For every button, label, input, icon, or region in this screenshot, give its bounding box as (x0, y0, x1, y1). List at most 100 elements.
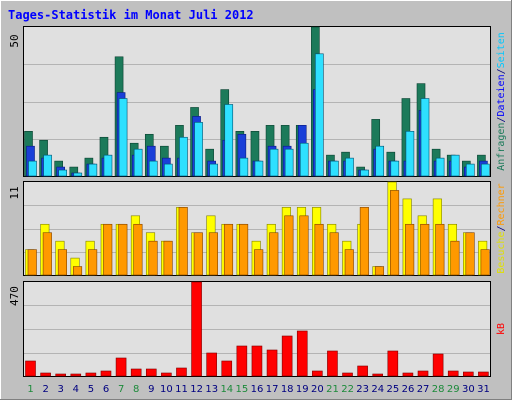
bar-kb-3 (55, 373, 66, 377)
bar-rechner-3 (57, 249, 67, 276)
bar-kb-9 (145, 368, 157, 377)
bar-seiten-29 (450, 154, 460, 177)
bar-seiten-12 (194, 122, 203, 177)
x-tick-label: 29 (447, 384, 460, 395)
panel-2: 11 Besuche/Rechner (8, 181, 507, 276)
bar-rechner-21 (329, 232, 339, 276)
legend-entry: Seiten (496, 32, 507, 68)
bar-rechner-2 (42, 232, 52, 276)
x-tick-label: 15 (236, 384, 249, 395)
x-tick-label: 31 (477, 384, 490, 395)
bar-rechner-10 (163, 240, 173, 276)
bar-rechner-4 (72, 266, 83, 276)
plot-border-3 (23, 281, 491, 377)
bar-kb-27 (417, 370, 429, 377)
bar-rechner-6 (103, 223, 113, 276)
x-tick-label: 13 (205, 384, 218, 395)
bar-rechner-31 (480, 249, 490, 276)
panel-3: 470 kB (8, 281, 507, 377)
bar-seiten-19 (299, 142, 309, 177)
bar-seiten-17 (269, 148, 279, 177)
x-tick-label: 16 (251, 384, 264, 395)
bar-kb-13 (206, 352, 217, 377)
legend-entry: Anfragen (496, 123, 507, 171)
legend-entry: / (496, 68, 507, 74)
legend-entry: Dateien (496, 74, 507, 116)
x-tick-label: 11 (175, 384, 188, 395)
bar-seiten-9 (148, 160, 158, 177)
bar-seiten-22 (345, 157, 354, 177)
x-tick-label: 30 (462, 384, 475, 395)
bar-rechner-24 (374, 266, 385, 276)
bar-seiten-15 (239, 157, 249, 177)
bar-rechner-16 (254, 249, 264, 276)
bar-rechner-1 (27, 249, 37, 276)
bar-kb-7 (115, 357, 127, 377)
x-tick-label: 25 (387, 384, 400, 395)
x-tick-label: 26 (402, 384, 415, 395)
bar-rechner-11 (178, 207, 188, 276)
bar-rechner-25 (390, 190, 400, 276)
bar-kb-4 (70, 373, 82, 377)
bar-seiten-5 (88, 163, 98, 177)
bar-seiten-27 (420, 98, 430, 177)
bar-seiten-18 (284, 148, 294, 177)
series-legend-3: kB (496, 323, 507, 335)
series-legend-2: Besuche/Rechner (496, 183, 507, 273)
bar-kb-5 (85, 372, 97, 377)
x-tick-label: 19 (296, 384, 309, 395)
bar-kb-25 (387, 350, 399, 377)
bar-rechner-8 (133, 223, 143, 276)
bar-kb-6 (100, 370, 112, 377)
bar-kb-15 (236, 345, 248, 377)
x-tick-label: 9 (148, 384, 154, 395)
x-tick-label: 18 (281, 384, 294, 395)
bar-kb-22 (342, 372, 353, 377)
x-tick-label: 3 (58, 384, 64, 395)
bar-rechner-23 (359, 207, 369, 276)
y-max-label: 11 (8, 186, 21, 199)
panels: 50Anfragen/Dateien/Seiten11Besuche/Rechn… (8, 26, 507, 377)
bar-seiten-8 (133, 148, 143, 177)
bar-rechner-7 (118, 223, 128, 276)
x-tick-label: 6 (103, 384, 109, 395)
bar-kb-2 (40, 372, 51, 377)
bar-kb-21 (327, 350, 338, 377)
bar-rechner-17 (269, 232, 279, 276)
bar-seiten-2 (43, 154, 52, 177)
x-tick-label: 24 (371, 384, 384, 395)
y-max-label: 470 (8, 286, 21, 306)
legend-entry: / (496, 225, 507, 231)
bar-kb-30 (463, 371, 474, 377)
bar-rechner-19 (299, 215, 309, 276)
x-tick-label: 17 (266, 384, 279, 395)
bar-rechner-27 (420, 223, 430, 276)
bar-seiten-7 (118, 98, 128, 177)
bar-seiten-21 (330, 160, 339, 177)
x-tick-label: 5 (88, 384, 94, 395)
bar-seiten-10 (164, 163, 173, 177)
x-tick-label: 23 (356, 384, 369, 395)
x-tick-label: 8 (133, 384, 139, 395)
bar-kb-1 (25, 360, 36, 377)
bar-rechner-22 (344, 249, 354, 276)
bar-kb-28 (432, 353, 444, 377)
bar-seiten-3 (58, 169, 67, 177)
bar-rechner-29 (450, 240, 460, 276)
bar-rechner-18 (284, 215, 294, 276)
bar-seiten-31 (481, 163, 490, 177)
bar-kb-29 (447, 370, 459, 377)
bar-seiten-26 (405, 131, 415, 177)
x-tick-label: 20 (311, 384, 324, 395)
x-tick-label: 1 (27, 384, 33, 395)
bar-kb-14 (221, 360, 233, 377)
x-tick-label: 22 (341, 384, 354, 395)
x-tick-label: 28 (432, 384, 445, 395)
bar-kb-11 (176, 367, 187, 377)
bar-rechner-20 (314, 223, 324, 276)
bar-kb-12 (191, 281, 202, 377)
bar-rechner-26 (405, 223, 415, 276)
legend-entry: Rechner (496, 183, 507, 225)
x-tick-label: 7 (118, 384, 124, 395)
